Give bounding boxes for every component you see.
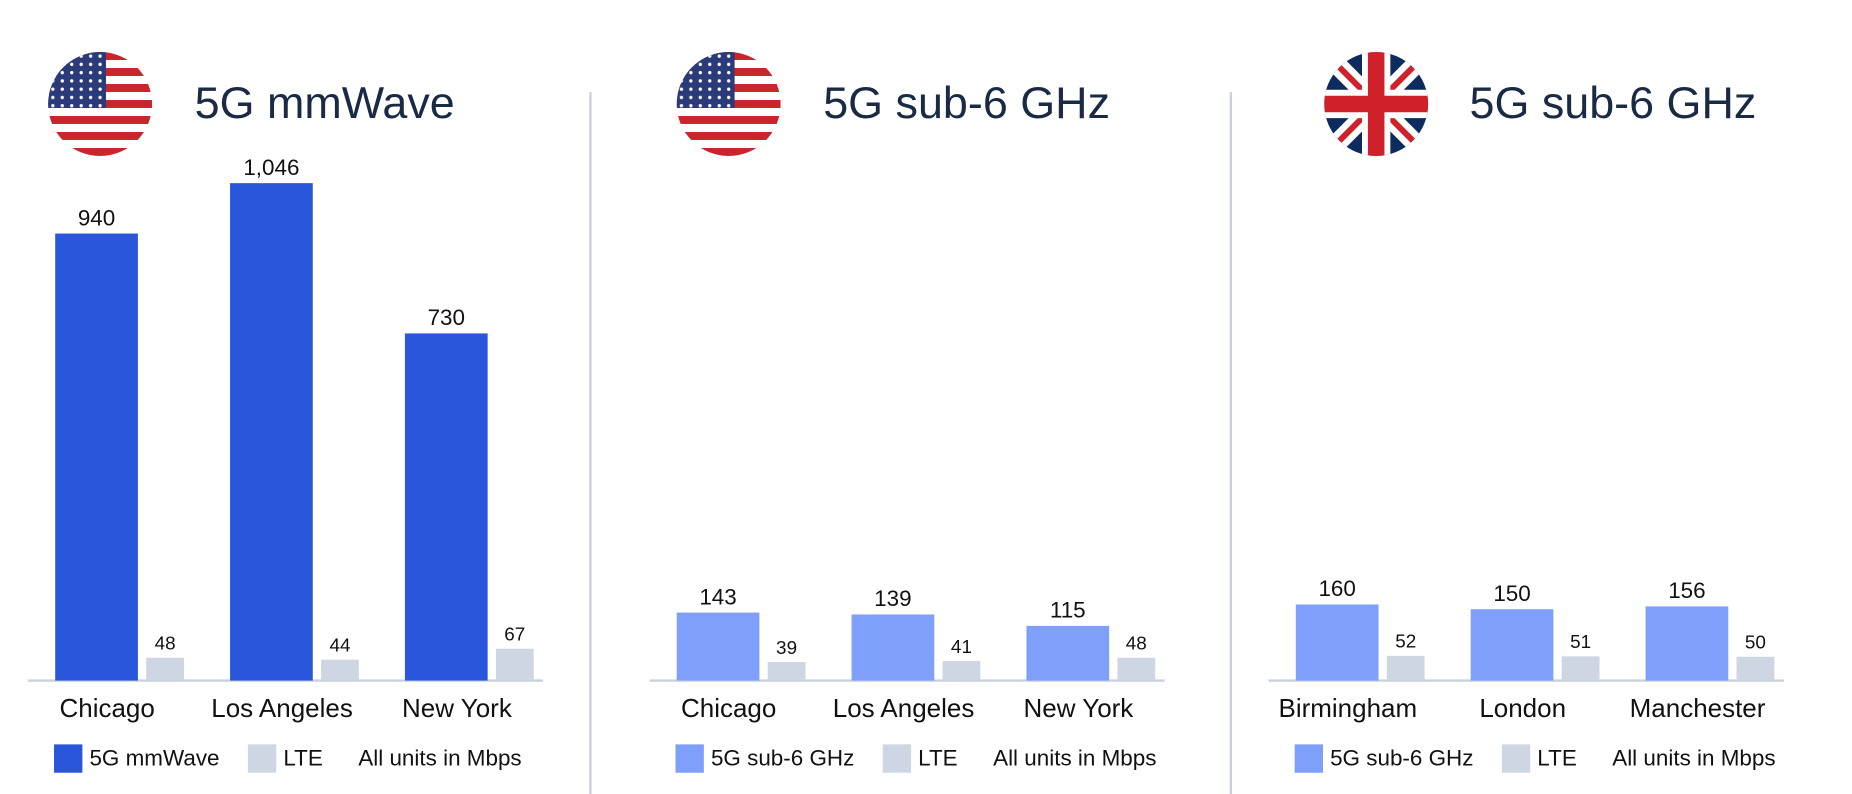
bar [1026, 625, 1110, 681]
value-label: 160 [1318, 576, 1355, 601]
category-label: Chicago [681, 693, 776, 723]
category-label: New York [402, 693, 513, 723]
value-label: 50 [1745, 633, 1766, 654]
legend-swatch [882, 744, 912, 773]
value-label: 139 [874, 586, 911, 611]
category-label: London [1479, 693, 1566, 723]
value-label: 44 [329, 635, 350, 656]
bar [1117, 657, 1156, 681]
legend-swatch [675, 744, 704, 773]
note: All units in Mbps [358, 746, 521, 771]
bar [1470, 609, 1554, 681]
flag-icon [48, 52, 152, 156]
bar [321, 659, 359, 681]
value-label: 143 [699, 584, 736, 609]
legend-swatch [1501, 744, 1531, 773]
bar [851, 614, 935, 681]
category-label: Birmingham [1278, 693, 1417, 723]
bar [942, 661, 981, 681]
bar [1736, 656, 1775, 681]
bar [230, 183, 313, 681]
panel-title: 5G mmWave [195, 77, 455, 128]
bar [55, 233, 138, 681]
legend-swatch [247, 744, 277, 773]
flag-icon [1324, 52, 1428, 156]
bar [1561, 656, 1600, 681]
bar [1295, 604, 1379, 681]
value-label: 730 [428, 305, 465, 330]
bar [495, 648, 534, 681]
note: All units in Mbps [1612, 746, 1775, 771]
bar [404, 333, 488, 681]
category-label: Chicago [60, 693, 155, 723]
bar [1386, 655, 1425, 681]
legend-swatch [54, 744, 83, 773]
legend-label: 5G mmWave [89, 746, 219, 771]
value-label: 156 [1668, 578, 1705, 603]
value-label: 67 [504, 624, 525, 645]
category-label: Los Angeles [833, 693, 975, 723]
category-label: Manchester [1630, 693, 1766, 723]
legend-swatch [1294, 744, 1323, 773]
bar [767, 662, 806, 681]
value-label: 39 [776, 638, 797, 659]
legend-label: 5G sub-6 GHz [711, 746, 854, 771]
value-label: 48 [1126, 633, 1147, 654]
value-label: 48 [155, 633, 176, 654]
legend-label: 5G sub-6 GHz [1330, 746, 1473, 771]
value-label: 1,046 [243, 155, 299, 180]
category-label: New York [1024, 693, 1135, 723]
panel: 5G sub-6 GHz 160 52 Birmingham 150 51 London 1… [1268, 52, 1784, 773]
bar [146, 657, 184, 681]
value-label: 51 [1570, 632, 1591, 653]
value-label: 115 [1050, 598, 1086, 623]
value-label: 41 [951, 637, 972, 658]
bar [676, 612, 760, 681]
panel: 5G sub-6 GHz 143 39 Chicago 139 41 Los Angele… [649, 52, 1165, 773]
flag-icon [677, 52, 781, 156]
panel-title: 5G sub-6 GHz [823, 77, 1110, 128]
category-label: Los Angeles [211, 693, 353, 723]
panel: 5G mmWave 940 48 Chicago 1,046 44 Los Angeles… [28, 52, 544, 773]
panel-title: 5G sub-6 GHz [1470, 77, 1757, 128]
bar [1645, 606, 1729, 681]
legend-label: LTE [283, 746, 323, 771]
note: All units in Mbps [993, 746, 1156, 771]
legend-label: LTE [918, 746, 958, 771]
value-label: 52 [1395, 632, 1416, 653]
value-label: 940 [78, 205, 115, 230]
legend-label: LTE [1537, 746, 1576, 771]
value-label: 150 [1493, 581, 1530, 606]
